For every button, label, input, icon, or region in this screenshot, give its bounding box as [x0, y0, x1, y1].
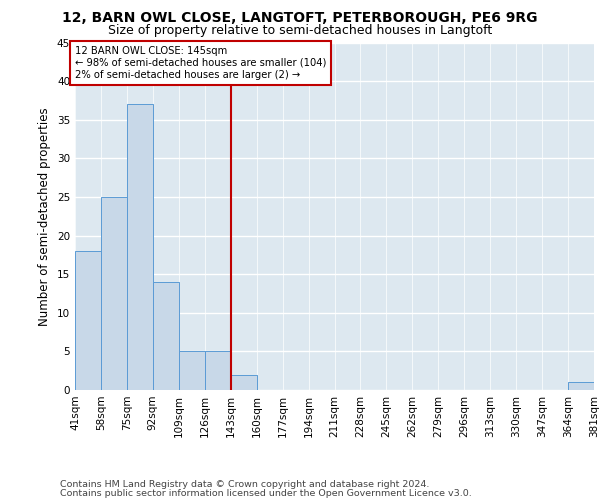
Text: Size of property relative to semi-detached houses in Langtoft: Size of property relative to semi-detach… [108, 24, 492, 37]
Text: Contains public sector information licensed under the Open Government Licence v3: Contains public sector information licen… [60, 488, 472, 498]
Bar [127, 104, 153, 390]
Bar [568, 382, 594, 390]
Bar [153, 282, 179, 390]
Bar [230, 374, 257, 390]
Bar [101, 197, 127, 390]
Bar [75, 251, 101, 390]
Bar [205, 352, 230, 390]
Bar [179, 352, 205, 390]
Text: 12 BARN OWL CLOSE: 145sqm
← 98% of semi-detached houses are smaller (104)
2% of : 12 BARN OWL CLOSE: 145sqm ← 98% of semi-… [75, 46, 326, 80]
Text: Contains HM Land Registry data © Crown copyright and database right 2024.: Contains HM Land Registry data © Crown c… [60, 480, 430, 489]
Text: 12, BARN OWL CLOSE, LANGTOFT, PETERBOROUGH, PE6 9RG: 12, BARN OWL CLOSE, LANGTOFT, PETERBOROU… [62, 12, 538, 26]
Y-axis label: Number of semi-detached properties: Number of semi-detached properties [38, 107, 52, 326]
